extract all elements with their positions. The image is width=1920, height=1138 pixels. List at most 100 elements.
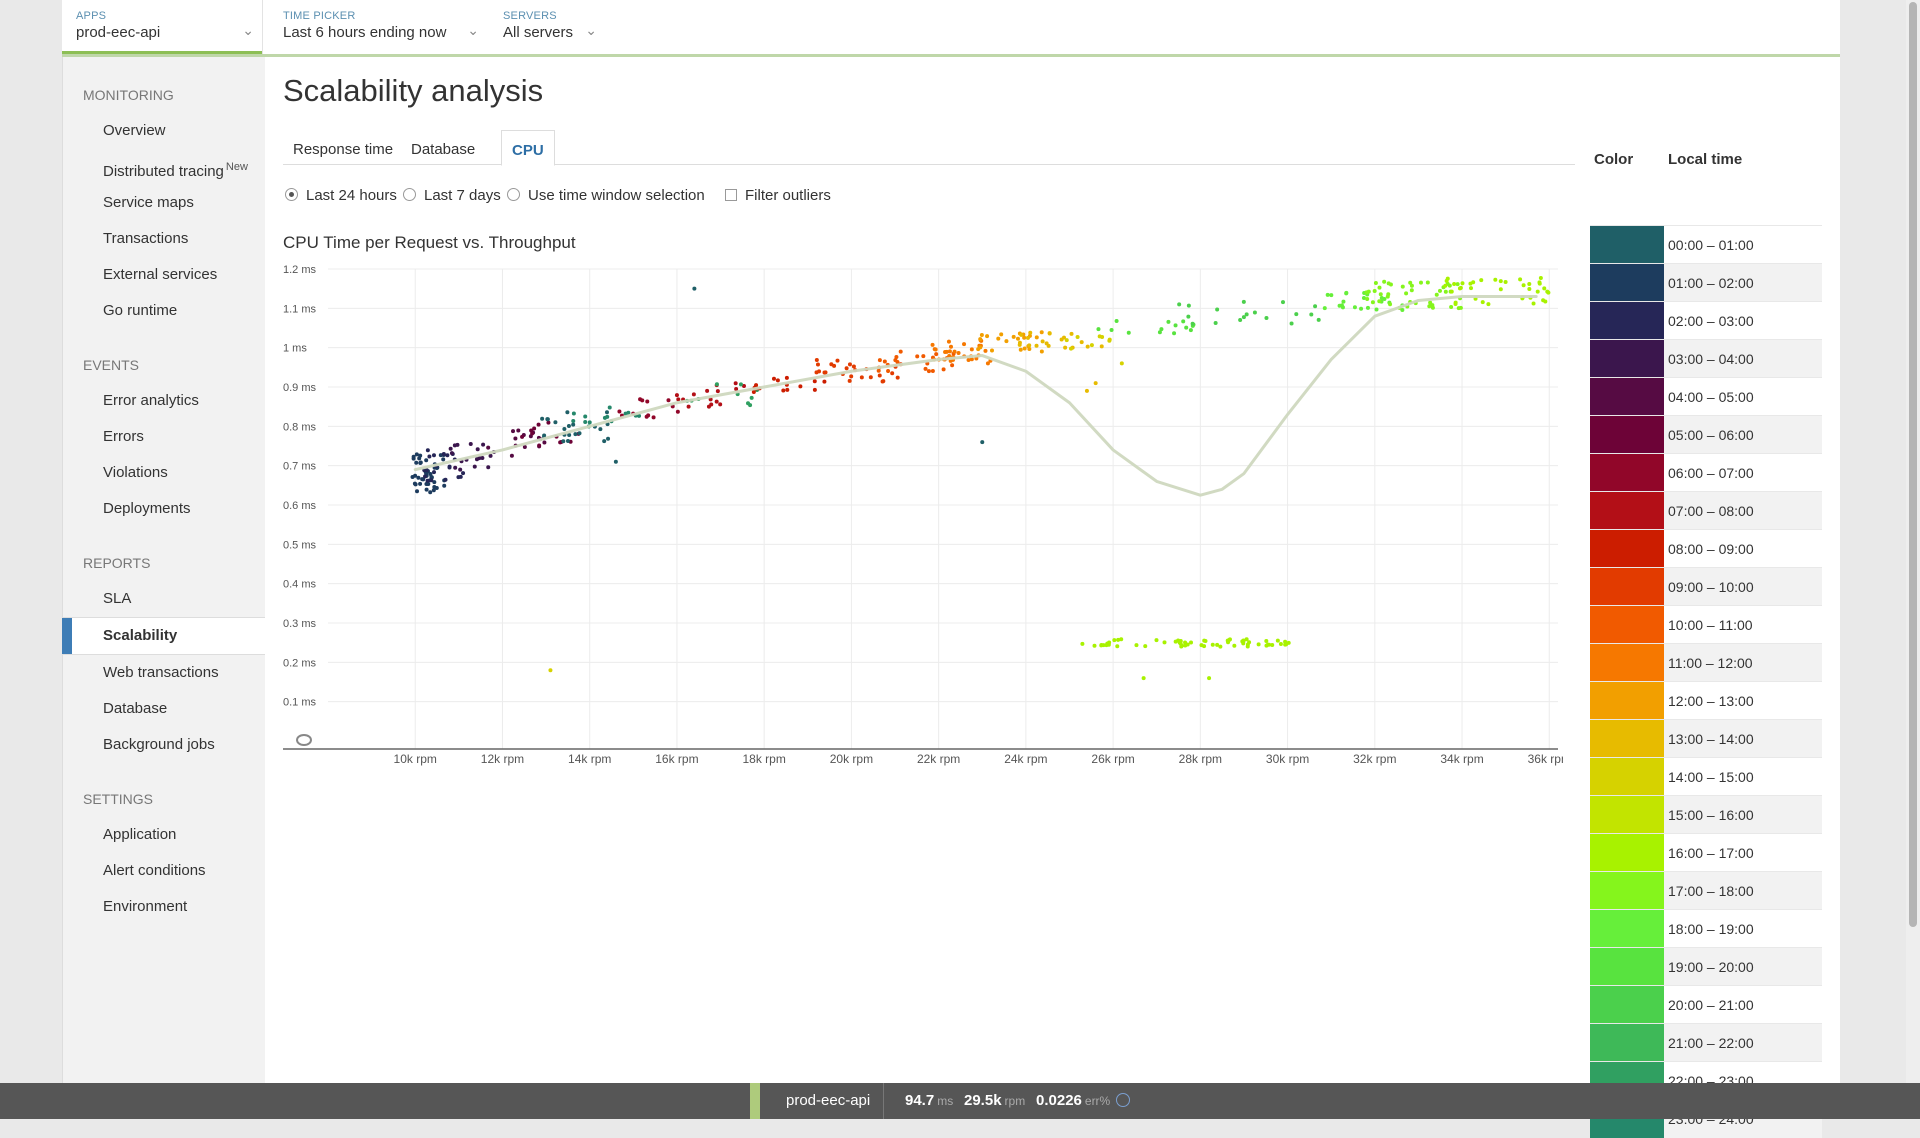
tab-response-time[interactable]: Response time: [293, 141, 394, 158]
data-point: [1427, 304, 1432, 309]
sidebar-item-go-runtime[interactable]: Go runtime: [103, 302, 178, 319]
status-app-name[interactable]: prod-eec-api: [750, 1083, 901, 1119]
data-point: [1379, 296, 1384, 301]
legend-swatch: [1590, 720, 1664, 758]
sidebar-item-application[interactable]: Application: [103, 826, 177, 843]
legend-swatch: [1590, 758, 1664, 796]
data-point: [424, 487, 429, 492]
radio-icon[interactable]: [403, 188, 416, 201]
data-point: [1089, 343, 1094, 348]
data-point: [1359, 306, 1364, 311]
data-point: [1247, 640, 1252, 645]
legend-label: 07:00 – 08:00: [1668, 503, 1754, 519]
data-point: [571, 419, 576, 424]
data-point: [718, 402, 723, 407]
outlier-point: [1141, 676, 1146, 681]
sidebar-item-sla[interactable]: SLA: [103, 590, 132, 607]
server-picker-caption: SERVERS: [503, 10, 557, 22]
legend-label: 19:00 – 20:00: [1668, 959, 1754, 975]
checkbox-icon[interactable]: [725, 189, 737, 201]
app-picker[interactable]: APPS prod-eec-api ⌄: [76, 10, 254, 50]
data-point: [416, 475, 421, 480]
server-picker[interactable]: SERVERS All servers ⌄: [503, 10, 597, 50]
legend-label: 12:00 – 13:00: [1668, 693, 1754, 709]
time-picker[interactable]: TIME PICKER Last 6 hours ending now ⌄: [283, 10, 479, 50]
chevron-down-icon[interactable]: ⌄: [242, 22, 254, 38]
sidebar-item-background-jobs[interactable]: Background jobs: [103, 736, 215, 753]
data-point: [1210, 642, 1215, 647]
data-point: [781, 388, 786, 393]
tab-cpu[interactable]: CPU: [501, 130, 555, 166]
data-point: [427, 454, 432, 459]
sidebar-item-distributed-tracing[interactable]: Distributed tracing New: [63, 149, 265, 185]
data-point: [425, 448, 430, 453]
data-point: [849, 374, 854, 379]
chevron-down-icon[interactable]: ⌄: [585, 22, 597, 38]
data-point: [1104, 643, 1109, 648]
page-scrollbar[interactable]: [1906, 0, 1920, 1083]
sidebar-item-alert-conditions[interactable]: Alert conditions: [103, 862, 206, 879]
sidebar-item-database[interactable]: Database: [103, 700, 168, 717]
sidebar-item-deployments[interactable]: Deployments: [103, 500, 191, 517]
sidebar-item-overview[interactable]: Overview: [103, 122, 166, 139]
sidebar-item-service-maps[interactable]: Service maps: [103, 194, 194, 211]
data-point: [1471, 280, 1476, 285]
data-point: [1437, 288, 1442, 293]
tab-database[interactable]: Database: [411, 141, 476, 158]
data-point: [425, 481, 430, 486]
data-point: [1270, 643, 1275, 648]
data-point: [598, 427, 603, 432]
y-tick-label: 0.9 ms: [283, 382, 317, 394]
data-point: [1157, 330, 1162, 335]
data-point: [1316, 317, 1321, 322]
legend-row: 12:00 – 13:00: [1590, 681, 1822, 720]
data-point: [545, 417, 550, 422]
radio-selected-icon[interactable]: [285, 188, 298, 201]
data-point: [1100, 334, 1105, 339]
scrollbar-thumb[interactable]: [1909, 2, 1917, 927]
checkbox-filter-outliers[interactable]: Filter outliers: [725, 187, 831, 204]
sidebar-item-violations[interactable]: Violations: [103, 464, 168, 481]
radio-icon[interactable]: [507, 188, 520, 201]
chevron-down-icon[interactable]: ⌄: [467, 22, 479, 38]
y-tick-label: 0.1 ms: [283, 697, 317, 709]
x-tick-label: 28k rpm: [1179, 752, 1222, 766]
sidebar-item-scalability[interactable]: Scalability: [62, 617, 265, 655]
sidebar-item-web-transactions[interactable]: Web transactions: [103, 664, 219, 681]
data-point: [708, 397, 713, 402]
data-point: [714, 382, 719, 387]
data-point: [1022, 346, 1027, 351]
x-tick-label: 22k rpm: [917, 752, 960, 766]
radio-last-7-days[interactable]: Last 7 days: [403, 187, 501, 204]
info-icon[interactable]: [1116, 1093, 1131, 1107]
data-point: [1159, 327, 1164, 332]
data-point: [410, 474, 415, 479]
option-label: Use time window selection: [528, 187, 705, 204]
y-tick-label: 0.8 ms: [283, 421, 317, 433]
x-tick-label: 16k rpm: [655, 752, 698, 766]
sidebar-item-transactions[interactable]: Transactions: [103, 230, 189, 247]
data-point: [996, 336, 1001, 341]
radio-last-24-hours[interactable]: Last 24 hours: [285, 187, 397, 204]
sidebar-item-external-services[interactable]: External services: [103, 266, 218, 283]
data-point: [458, 467, 463, 472]
data-point: [1377, 299, 1382, 304]
sidebar-section-monitoring: MONITORING: [83, 87, 174, 103]
data-point: [414, 460, 419, 465]
sidebar-item-environment[interactable]: Environment: [103, 898, 188, 915]
data-point: [453, 465, 458, 470]
legend-row: 10:00 – 11:00: [1590, 605, 1822, 644]
data-point: [741, 384, 746, 389]
sidebar-item-error-analytics[interactable]: Error analytics: [103, 392, 199, 409]
data-point: [438, 453, 443, 458]
zoom-reset-icon[interactable]: [296, 734, 312, 746]
data-point: [948, 344, 953, 349]
sidebar-item-errors[interactable]: Errors: [103, 428, 144, 445]
data-point: [934, 352, 939, 357]
radio-time-window[interactable]: Use time window selection: [507, 187, 705, 204]
outlier-point: [980, 440, 985, 445]
data-point: [1109, 328, 1114, 333]
data-point: [461, 471, 466, 476]
data-point: [1374, 307, 1379, 312]
data-point: [1527, 282, 1532, 287]
